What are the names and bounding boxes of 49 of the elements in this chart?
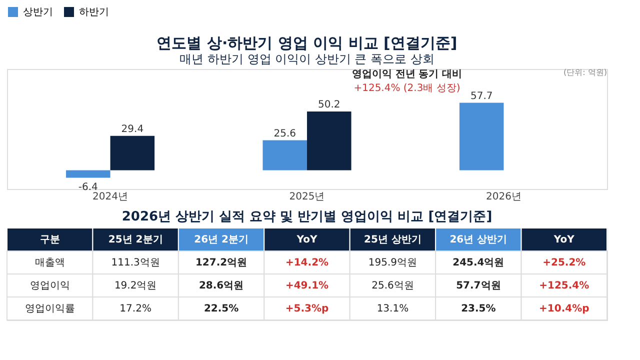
data-label: 25.6 — [274, 128, 296, 140]
bar — [66, 170, 110, 178]
bar — [262, 140, 307, 170]
legend-label: 상반기 — [23, 7, 53, 18]
text: +125.4% — [539, 280, 590, 292]
text: YoY — [552, 234, 576, 246]
data-label: -6.4 — [78, 182, 98, 193]
text: 매출액 — [34, 258, 65, 268]
bar — [459, 102, 504, 170]
text: 23.5% — [461, 304, 496, 314]
text: 22.5% — [204, 304, 239, 314]
text: 구분 — [40, 234, 60, 246]
text: 111.3억원 — [111, 258, 160, 268]
text: 28.6억원 — [198, 280, 244, 292]
text: 127.2억원 — [195, 258, 248, 268]
text: +125.4% (2.3배 성장) — [354, 83, 460, 94]
text: +14.2% — [285, 258, 329, 268]
x-tick-label: 2025년 — [289, 192, 325, 202]
text: 17.2% — [120, 304, 152, 314]
text: 19.2억원 — [114, 280, 157, 292]
text: 2026년 상반기 실적 요약 및 반기별 영업이익 비교 [연결기준] — [122, 210, 492, 224]
text: +25.2% — [542, 258, 586, 268]
bar — [307, 112, 352, 170]
data-label: 50.2 — [318, 100, 340, 111]
text: 245.4억원 — [452, 258, 504, 268]
text: YoY — [296, 234, 318, 246]
text: 영업이익 — [30, 280, 70, 292]
text: 26년 2분기 — [194, 234, 248, 246]
text: 25년 상반기 — [364, 234, 422, 246]
data-label: 57.7 — [470, 90, 493, 102]
text: 195.9억원 — [368, 258, 418, 268]
x-tick-label: 2026년 — [486, 192, 522, 202]
text: +10.4%p — [539, 304, 590, 314]
bar — [110, 136, 155, 170]
text: 25년 2분기 — [108, 234, 163, 246]
text: 13.1% — [376, 304, 409, 314]
text: (단위: 억원) — [564, 68, 607, 77]
text: +5.3%p — [285, 304, 329, 314]
text: 26년 상반기 — [450, 234, 508, 246]
text: 57.7억원 — [456, 280, 501, 292]
chart-subtitle: 매년 하반기 영업 이익이 상반기 큰 폭으로 상회 — [180, 52, 434, 66]
text: 영업이익 전년 동기 대비 — [352, 69, 462, 80]
text: 25.6억원 — [372, 280, 414, 292]
text: +49.1% — [285, 280, 329, 292]
chart-title: 연도별 상·하반기 영업 이익 비교 [연결기준] — [156, 34, 458, 52]
text: 영업이익률 — [24, 304, 75, 314]
x-tick-label: 2024년 — [92, 192, 128, 202]
legend-label: 하반기 — [79, 7, 109, 18]
data-label: 29.4 — [121, 124, 144, 135]
